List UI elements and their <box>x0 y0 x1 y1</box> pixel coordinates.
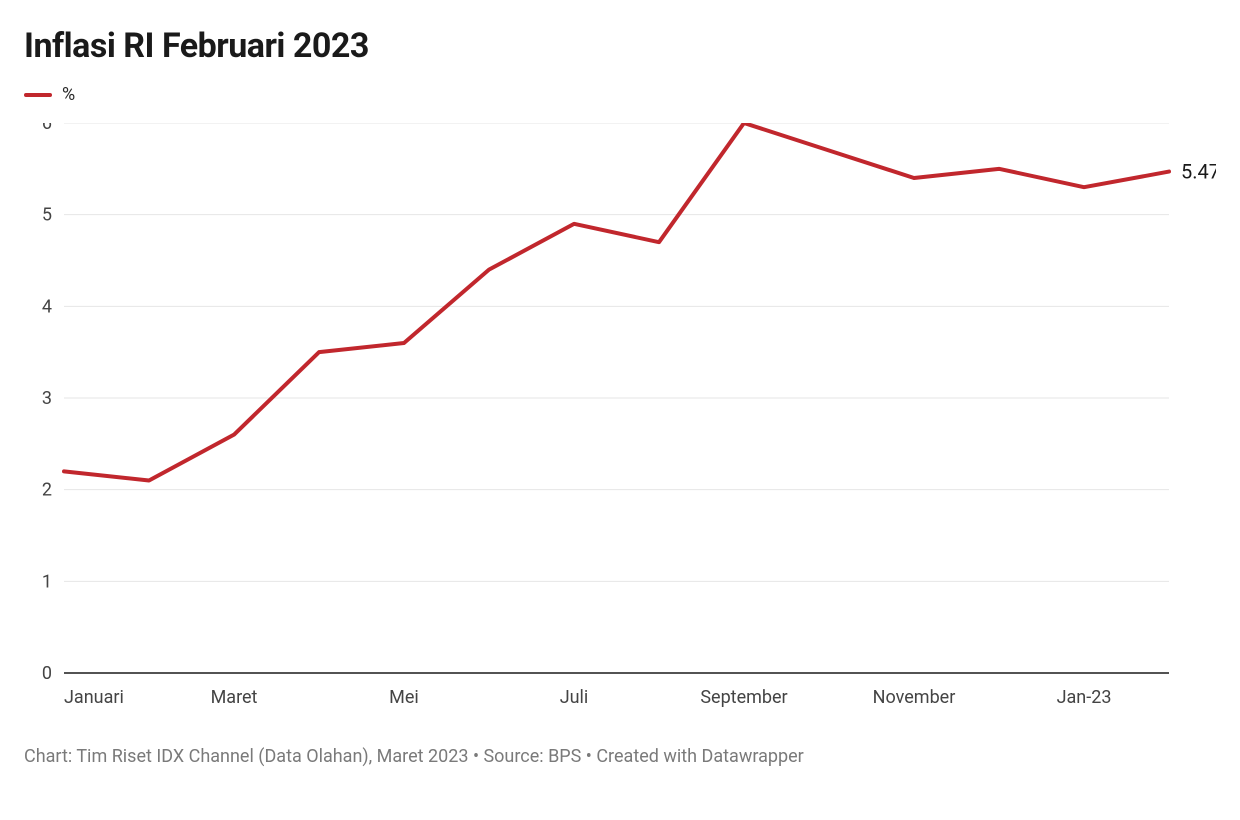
x-tick-label: Jan-23 <box>1057 687 1112 708</box>
x-tick-label: November <box>873 687 956 708</box>
y-tick-label: 6 <box>42 123 52 134</box>
chart-title: Inflasi RI Februari 2023 <box>24 26 1216 66</box>
x-tick-label: September <box>700 687 787 708</box>
y-tick-label: 4 <box>42 296 52 317</box>
chart-footer: Chart: Tim Riset IDX Channel (Data Olaha… <box>24 746 1216 767</box>
legend: % <box>24 84 1216 105</box>
y-tick-label: 5 <box>42 205 52 226</box>
y-tick-label: 2 <box>42 480 52 501</box>
legend-swatch <box>24 93 52 97</box>
x-tick-label: Mei <box>389 687 419 708</box>
x-tick-label: Maret <box>211 687 258 708</box>
data-line <box>64 123 1169 481</box>
container: Inflasi RI Februari 2023 % 0 1 2 3 4 5 6 Januar… <box>0 0 1240 820</box>
chart-area: 0 1 2 3 4 5 6 Januari Maret Mei Juli September Novem… <box>24 123 1216 718</box>
line-chart-svg: 0 1 2 3 4 5 6 Januari Maret Mei Juli September Novem… <box>24 123 1216 718</box>
legend-label: % <box>62 84 75 105</box>
x-tick-label: Juli <box>560 687 589 708</box>
y-tick-label: 0 <box>42 663 52 684</box>
y-tick-label: 1 <box>42 571 52 592</box>
y-tick-label: 3 <box>42 388 52 409</box>
x-tick-label: Januari <box>64 687 124 708</box>
end-value-label: 5.47 <box>1181 160 1216 184</box>
